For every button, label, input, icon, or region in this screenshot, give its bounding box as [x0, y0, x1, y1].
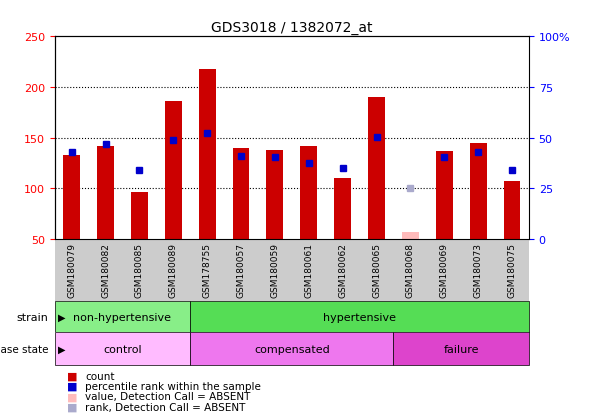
Text: hypertensive: hypertensive: [323, 312, 396, 322]
Text: strain: strain: [17, 312, 49, 322]
Text: rank, Detection Call = ABSENT: rank, Detection Call = ABSENT: [85, 402, 246, 412]
Text: GSM180062: GSM180062: [338, 243, 347, 297]
Text: value, Detection Call = ABSENT: value, Detection Call = ABSENT: [85, 392, 250, 401]
Title: GDS3018 / 1382072_at: GDS3018 / 1382072_at: [211, 21, 373, 35]
Bar: [131, 193, 148, 240]
Text: failure: failure: [443, 344, 479, 354]
Text: control: control: [103, 344, 142, 354]
Text: ■: ■: [67, 381, 77, 391]
Text: GSM180079: GSM180079: [67, 243, 76, 297]
Text: GSM180068: GSM180068: [406, 243, 415, 297]
Bar: [503, 182, 520, 240]
Text: GSM180059: GSM180059: [271, 243, 280, 297]
Bar: [469, 143, 486, 240]
Bar: [436, 152, 453, 240]
Bar: [190, 332, 393, 366]
Bar: [55, 301, 190, 332]
Bar: [199, 69, 216, 240]
Text: ▶: ▶: [58, 312, 65, 322]
Bar: [232, 148, 249, 240]
Bar: [165, 102, 182, 240]
Bar: [55, 332, 190, 366]
Bar: [334, 179, 351, 240]
Text: GSM180065: GSM180065: [372, 243, 381, 297]
Bar: [393, 332, 529, 366]
Bar: [368, 98, 385, 240]
Text: disease state: disease state: [0, 344, 49, 354]
Text: GSM178755: GSM178755: [202, 243, 212, 297]
Bar: [402, 233, 419, 240]
Bar: [63, 156, 80, 240]
Text: count: count: [85, 371, 115, 381]
Text: ■: ■: [67, 371, 77, 381]
Text: compensated: compensated: [254, 344, 330, 354]
Text: ■: ■: [67, 402, 77, 412]
Text: GSM180085: GSM180085: [135, 243, 144, 297]
Text: GSM180069: GSM180069: [440, 243, 449, 297]
Text: ▶: ▶: [58, 344, 65, 354]
Text: ■: ■: [67, 392, 77, 401]
Text: GSM180057: GSM180057: [237, 243, 246, 297]
Text: GSM180073: GSM180073: [474, 243, 483, 297]
Text: GSM180075: GSM180075: [508, 243, 517, 297]
Text: GSM180082: GSM180082: [101, 243, 110, 297]
Text: percentile rank within the sample: percentile rank within the sample: [85, 381, 261, 391]
Text: non-hypertensive: non-hypertensive: [74, 312, 171, 322]
Bar: [190, 301, 529, 332]
Text: GSM180061: GSM180061: [304, 243, 313, 297]
Bar: [300, 147, 317, 240]
Bar: [266, 150, 283, 240]
Bar: [97, 147, 114, 240]
Text: GSM180089: GSM180089: [169, 243, 178, 297]
